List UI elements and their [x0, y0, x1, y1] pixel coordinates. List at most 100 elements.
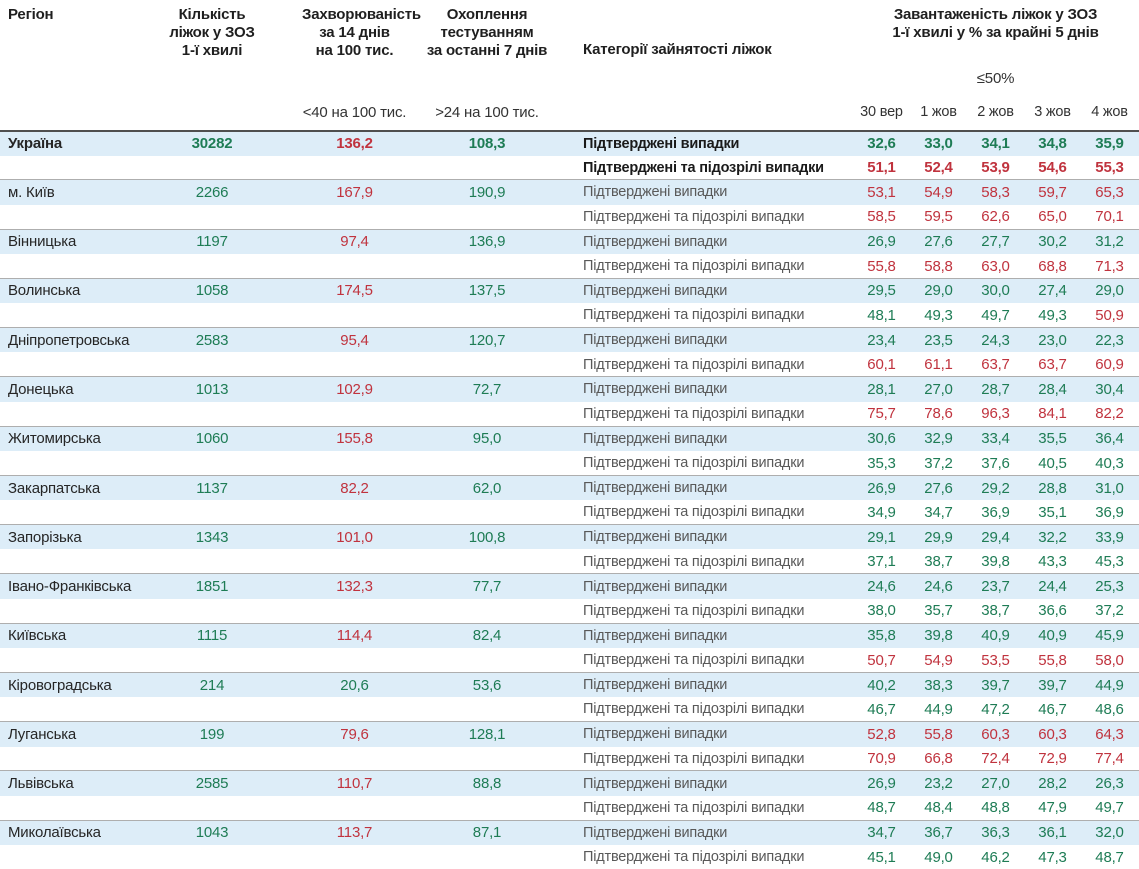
beds-value: 1851: [195, 578, 229, 596]
occupancy-value: 70,1: [1095, 208, 1124, 226]
incidence-value: 155,8: [336, 430, 373, 448]
occupancy-value: 48,7: [1095, 848, 1124, 866]
occupancy-value: 36,1: [1038, 824, 1067, 842]
occupancy-value: 53,9: [981, 159, 1010, 177]
date-col: 2 жов: [977, 104, 1014, 120]
occupancy-value: 24,3: [981, 331, 1010, 349]
occupancy-value: 24,4: [1038, 578, 1067, 596]
category-label-suspected: Підтверджені та підозрілі випадки: [583, 652, 805, 669]
category-label-suspected: Підтверджені та підозрілі випадки: [583, 258, 805, 275]
beds-value: 1343: [195, 528, 229, 546]
occupancy-value: 71,3: [1095, 257, 1124, 275]
incidence-value: 101,0: [336, 528, 373, 546]
category-label-confirmed: Підтверджені випадки: [583, 677, 728, 694]
table-row-confirmed: Дніпропетровська 2583 95,4 120,7 Підтвер…: [0, 328, 1139, 353]
category-label-confirmed: Підтверджені випадки: [583, 824, 728, 841]
occupancy-value: 36,3: [981, 824, 1010, 842]
category-label-suspected: Підтверджені та підозрілі випадки: [583, 602, 805, 619]
occupancy-value: 49,3: [1038, 306, 1067, 324]
occupancy-value: 46,7: [867, 700, 896, 718]
occupancy-value: 52,4: [924, 159, 953, 177]
category-label-confirmed: Підтверджені випадки: [583, 381, 728, 398]
occupancy-value: 52,8: [867, 725, 896, 743]
occupancy-value: 36,9: [1095, 503, 1124, 521]
table-header: Регіон Кількість ліжок у ЗОЗ 1-ї хвилі З…: [0, 0, 1139, 130]
region-block: Донецька 1013 102,9 72,7 Підтверджені ви…: [0, 376, 1139, 425]
occupancy-value: 28,1: [867, 380, 896, 398]
region-name: Івано-Франківська: [8, 578, 132, 596]
occupancy-value: 72,9: [1038, 750, 1067, 768]
occupancy-value: 59,7: [1038, 183, 1067, 201]
occupancy-value: 62,6: [981, 208, 1010, 226]
occupancy-value: 25,3: [1095, 578, 1124, 596]
occupancy-value: 77,4: [1095, 750, 1124, 768]
category-label-confirmed: Підтверджені випадки: [583, 726, 728, 743]
occupancy-value: 75,7: [867, 405, 896, 423]
occupancy-value: 27,6: [924, 233, 953, 251]
occupancy-value: 60,3: [981, 725, 1010, 743]
table-row-suspected: Підтверджені та підозрілі випадки 75,7 7…: [0, 402, 1139, 426]
region-block: Житомирська 1060 155,8 95,0 Підтверджені…: [0, 425, 1139, 475]
table-row-confirmed: Закарпатська 1137 82,2 62,0 Підтверджені…: [0, 475, 1139, 501]
occupancy-value: 54,6: [1038, 159, 1067, 177]
occupancy-value: 24,6: [867, 578, 896, 596]
occupancy-value: 28,2: [1038, 775, 1067, 793]
occupancy-value: 40,3: [1095, 454, 1124, 472]
region-block: Закарпатська 1137 82,2 62,0 Підтверджені…: [0, 474, 1139, 524]
testing-value: 137,5: [468, 282, 506, 300]
occupancy-value: 49,7: [1095, 799, 1124, 817]
occupancy-value: 65,0: [1038, 208, 1067, 226]
occupancy-value: 35,3: [867, 454, 896, 472]
testing-criteria: >24 на 100 тис.: [435, 103, 539, 121]
occupancy-value: 38,7: [981, 602, 1010, 620]
table-row-confirmed: Україна 30282 136,2 108,3 Підтверджені в…: [0, 132, 1139, 156]
incidence-value: 167,9: [336, 183, 373, 201]
occupancy-value: 30,0: [981, 282, 1010, 300]
occupancy-value: 61,1: [924, 356, 953, 374]
occupancy-value: 35,8: [867, 627, 896, 645]
occupancy-value: 49,0: [924, 848, 953, 866]
occupancy-value: 38,3: [924, 676, 953, 694]
occupancy-value: 36,9: [981, 503, 1010, 521]
testing-value: 95,0: [472, 430, 502, 448]
category-label-suspected: Підтверджені та підозрілі випадки: [583, 405, 805, 422]
occupancy-value: 34,7: [924, 503, 953, 521]
table-row-suspected: Підтверджені та підозрілі випадки 46,7 4…: [0, 697, 1139, 721]
occupancy-value: 46,7: [1038, 700, 1067, 718]
beds-value: 1058: [195, 282, 229, 300]
occupancy-value: 30,2: [1038, 233, 1067, 251]
occupancy-value: 23,7: [981, 578, 1010, 596]
occupancy-value: 49,3: [924, 306, 953, 324]
occupancy-value: 28,7: [981, 380, 1010, 398]
incidence-value: 97,4: [340, 233, 369, 251]
occupancy-value: 45,1: [867, 848, 896, 866]
occupancy-value: 53,1: [867, 183, 896, 201]
region-block: Івано-Франківська 1851 132,3 77,7 Підтве…: [0, 573, 1139, 622]
incidence-value: 132,3: [336, 578, 373, 596]
occupancy-value: 30,4: [1095, 380, 1124, 398]
occupancy-value: 64,3: [1095, 725, 1124, 743]
region-name: Закарпатська: [8, 479, 100, 497]
occupancy-value: 48,7: [867, 799, 896, 817]
incidence-value: 82,2: [340, 479, 369, 497]
testing-value: 88,8: [472, 775, 502, 793]
table-row-confirmed: Вінницька 1197 97,4 136,9 Підтверджені в…: [0, 229, 1139, 254]
table-row-confirmed: Івано-Франківська 1851 132,3 77,7 Підтве…: [0, 574, 1139, 599]
occupancy-value: 72,4: [981, 750, 1010, 768]
table-row-suspected: Підтверджені та підозрілі випадки 51,1 5…: [0, 156, 1139, 180]
occupancy-value: 60,1: [867, 356, 896, 374]
table-row-suspected: Підтверджені та підозрілі випадки 55,8 5…: [0, 254, 1139, 278]
occupancy-value: 47,3: [1038, 848, 1067, 866]
beds-value: 214: [199, 676, 225, 694]
occupancy-value: 40,5: [1038, 454, 1067, 472]
occupancy-value: 26,9: [867, 775, 896, 793]
category-label-suspected: Підтверджені та підозрілі випадки: [583, 208, 805, 225]
occupancy-value: 39,7: [1038, 676, 1067, 694]
occupancy-value: 82,2: [1095, 405, 1124, 423]
occupancy-value: 68,8: [1038, 257, 1067, 275]
header-incidence: Захворюваність за 14 днів на 100 тис.: [302, 6, 421, 59]
occupancy-value: 50,9: [1095, 306, 1124, 324]
incidence-value: 113,7: [336, 824, 373, 842]
testing-value: 87,1: [472, 824, 502, 842]
occupancy-value: 65,3: [1095, 183, 1124, 201]
